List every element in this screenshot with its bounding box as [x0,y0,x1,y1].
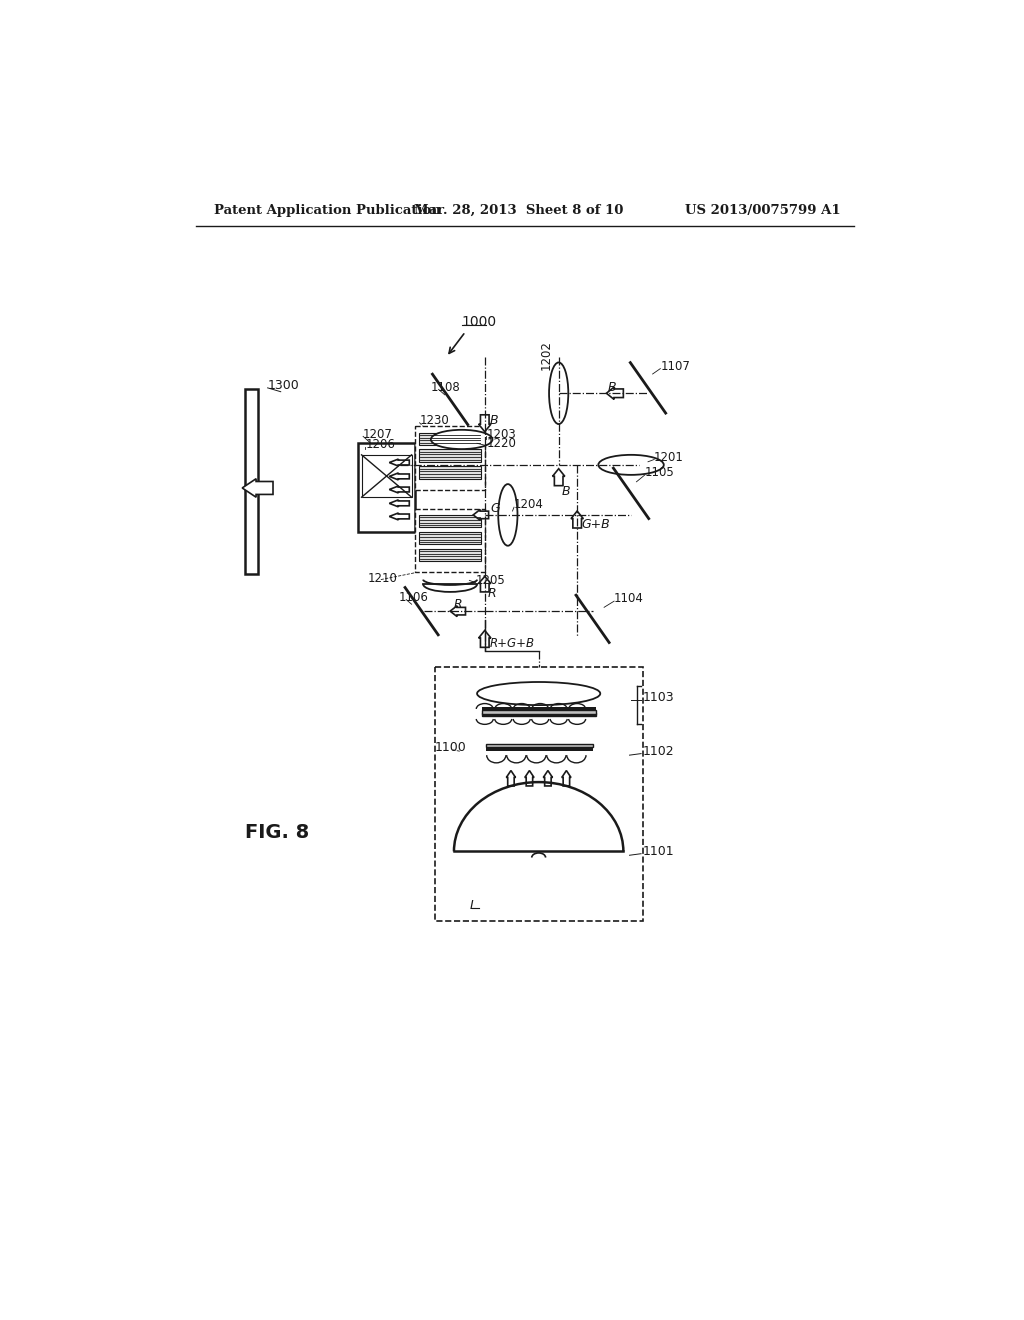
Text: 1207: 1207 [364,428,393,441]
Text: 1204: 1204 [514,499,544,511]
Ellipse shape [598,455,664,475]
Polygon shape [389,473,410,480]
Polygon shape [562,771,571,785]
Text: 1106: 1106 [398,591,428,603]
Text: R: R [454,598,463,611]
Bar [482,714,596,717]
Bar [416,426,484,490]
Bar [419,433,481,445]
Text: 1105: 1105 [645,466,675,479]
Text: R+G+B: R+G+B [489,638,535,649]
Text: G+B: G+B [581,517,609,531]
Polygon shape [478,577,490,591]
Polygon shape [389,500,410,507]
Polygon shape [478,414,490,432]
Ellipse shape [549,363,568,424]
Ellipse shape [431,430,493,449]
Polygon shape [478,631,490,647]
Polygon shape [389,513,410,520]
Bar [482,710,596,714]
Text: 1108: 1108 [431,380,461,393]
Ellipse shape [499,484,517,545]
Text: 1210: 1210 [368,572,397,585]
Ellipse shape [477,682,600,705]
Polygon shape [473,510,488,520]
Bar [486,744,593,747]
Bar [419,532,481,544]
Bar [482,713,596,715]
Text: B: B [490,413,499,426]
Text: 1205: 1205 [475,574,505,587]
Bar [361,455,412,498]
Text: Mar. 28, 2013  Sheet 8 of 10: Mar. 28, 2013 Sheet 8 of 10 [414,205,624,218]
Text: R: R [487,587,497,601]
Text: 1104: 1104 [614,593,644,606]
Polygon shape [243,479,273,498]
Text: 1100: 1100 [435,741,467,754]
Text: 1206: 1206 [366,438,395,451]
Polygon shape [571,511,584,528]
Bar [357,444,416,532]
Text: 1300: 1300 [267,379,299,392]
Text: G: G [490,502,501,515]
Polygon shape [451,606,466,616]
Text: 1101: 1101 [643,845,674,858]
Polygon shape [389,486,410,492]
Text: US 2013/0075799 A1: US 2013/0075799 A1 [685,205,841,218]
Bar [435,667,643,921]
Text: 1201: 1201 [654,450,684,463]
Text: 1103: 1103 [643,690,674,704]
Bar [419,515,481,527]
Polygon shape [389,459,410,466]
Polygon shape [506,771,515,785]
Text: L: L [469,899,476,912]
Polygon shape [553,469,565,486]
Text: 1107: 1107 [660,360,690,372]
Bar [482,708,596,711]
Text: 1202: 1202 [540,339,553,370]
Polygon shape [544,771,553,785]
Text: 1220: 1220 [486,437,516,450]
Text: 1102: 1102 [643,744,674,758]
Bar [245,389,258,574]
Bar [486,747,593,751]
Text: 1230: 1230 [419,413,450,426]
Text: Patent Application Publication: Patent Application Publication [214,205,440,218]
Text: B: B [608,380,616,393]
Text: 1203: 1203 [486,428,516,441]
Bar [419,466,481,479]
Bar [419,549,481,561]
Polygon shape [524,771,535,785]
Bar [416,508,484,572]
Polygon shape [606,387,624,400]
Text: 1000: 1000 [462,315,497,330]
Text: FIG. 8: FIG. 8 [245,822,309,842]
Bar [419,449,481,462]
Text: B: B [562,484,570,498]
